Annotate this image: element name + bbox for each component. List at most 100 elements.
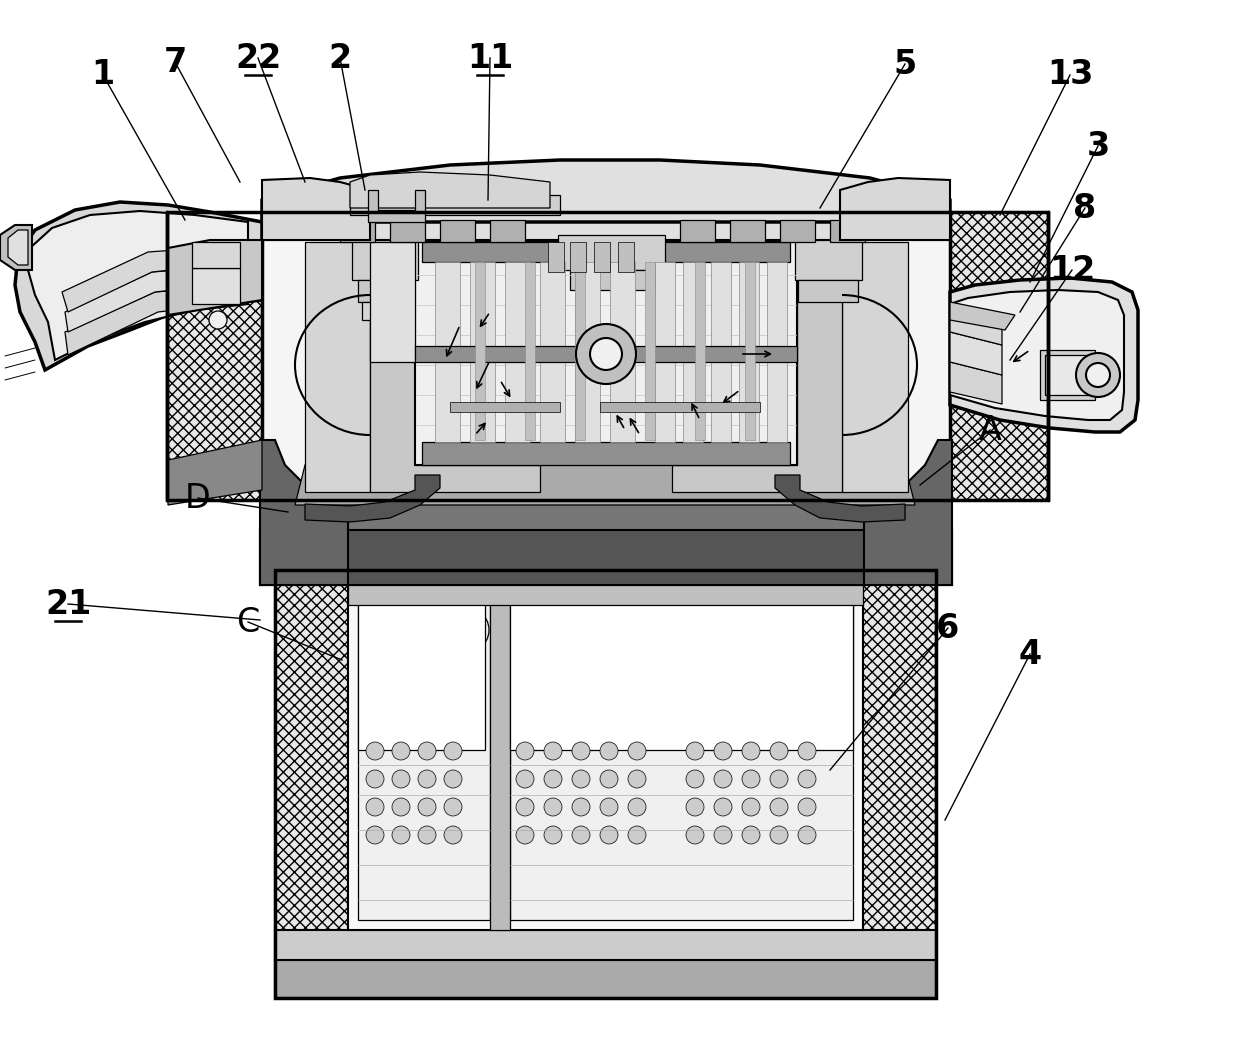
Circle shape [770,798,787,816]
Polygon shape [711,262,732,442]
Circle shape [714,742,732,760]
Polygon shape [64,265,246,332]
Circle shape [627,770,646,788]
Text: 11: 11 [467,41,513,74]
Polygon shape [0,225,32,270]
Circle shape [627,826,646,844]
Circle shape [714,770,732,788]
Circle shape [742,770,760,788]
Circle shape [1086,363,1110,387]
Circle shape [516,826,534,844]
Text: 4: 4 [1018,637,1042,671]
Polygon shape [305,475,440,522]
Polygon shape [950,302,1002,344]
Polygon shape [768,262,787,442]
Circle shape [444,770,463,788]
Circle shape [770,742,787,760]
Polygon shape [262,178,370,240]
Polygon shape [275,960,936,999]
Polygon shape [799,280,858,302]
Polygon shape [950,302,1016,330]
Polygon shape [370,178,440,202]
Polygon shape [305,242,370,492]
Polygon shape [348,570,863,930]
Polygon shape [262,212,950,240]
Polygon shape [694,262,706,440]
Polygon shape [167,240,262,315]
Polygon shape [780,220,815,242]
Circle shape [572,826,590,844]
Circle shape [799,798,816,816]
Text: 12: 12 [1049,253,1095,286]
Polygon shape [7,230,29,265]
Polygon shape [645,262,655,440]
Polygon shape [505,262,529,442]
Polygon shape [950,212,1048,500]
Polygon shape [62,245,246,312]
Polygon shape [391,220,425,242]
Circle shape [572,798,590,816]
Polygon shape [358,600,490,920]
Circle shape [366,770,384,788]
Text: 2: 2 [329,41,352,74]
Circle shape [1076,353,1120,398]
Bar [1040,350,1095,400]
Polygon shape [15,202,262,370]
Polygon shape [575,262,585,440]
Polygon shape [350,195,560,215]
Polygon shape [358,600,485,750]
Circle shape [418,826,436,844]
Polygon shape [422,442,790,465]
Polygon shape [730,220,765,242]
Bar [192,242,241,268]
Polygon shape [680,220,715,242]
Circle shape [627,798,646,816]
Polygon shape [295,395,915,505]
Polygon shape [570,270,655,290]
Polygon shape [450,402,560,412]
Circle shape [577,324,636,384]
Circle shape [418,770,436,788]
Polygon shape [415,242,797,465]
Polygon shape [275,570,348,999]
Polygon shape [352,240,418,280]
Text: 7: 7 [164,46,187,78]
Circle shape [742,826,760,844]
Text: A: A [978,413,1002,446]
Polygon shape [370,242,415,363]
Circle shape [627,742,646,760]
Polygon shape [475,262,485,440]
Polygon shape [864,440,952,585]
Circle shape [444,826,463,844]
Bar [192,268,241,304]
Polygon shape [795,240,862,280]
Circle shape [600,798,618,816]
Circle shape [392,770,410,788]
Circle shape [516,770,534,788]
Circle shape [516,798,534,816]
Circle shape [544,798,562,816]
Polygon shape [510,600,853,750]
Circle shape [600,742,618,760]
Circle shape [418,742,436,760]
Circle shape [572,770,590,788]
Circle shape [544,770,562,788]
Polygon shape [739,262,759,442]
Text: D: D [185,481,211,514]
Text: C: C [237,605,259,638]
Polygon shape [525,262,534,440]
Circle shape [714,826,732,844]
Polygon shape [64,285,246,355]
Polygon shape [950,332,1002,375]
Text: 8: 8 [1074,192,1096,225]
Polygon shape [575,262,600,442]
Polygon shape [672,242,842,492]
Text: 1: 1 [92,58,114,91]
Polygon shape [260,364,952,585]
Circle shape [686,826,704,844]
Polygon shape [340,220,374,242]
Polygon shape [950,363,1002,404]
Polygon shape [539,262,565,442]
Circle shape [686,742,704,760]
Polygon shape [570,242,587,272]
